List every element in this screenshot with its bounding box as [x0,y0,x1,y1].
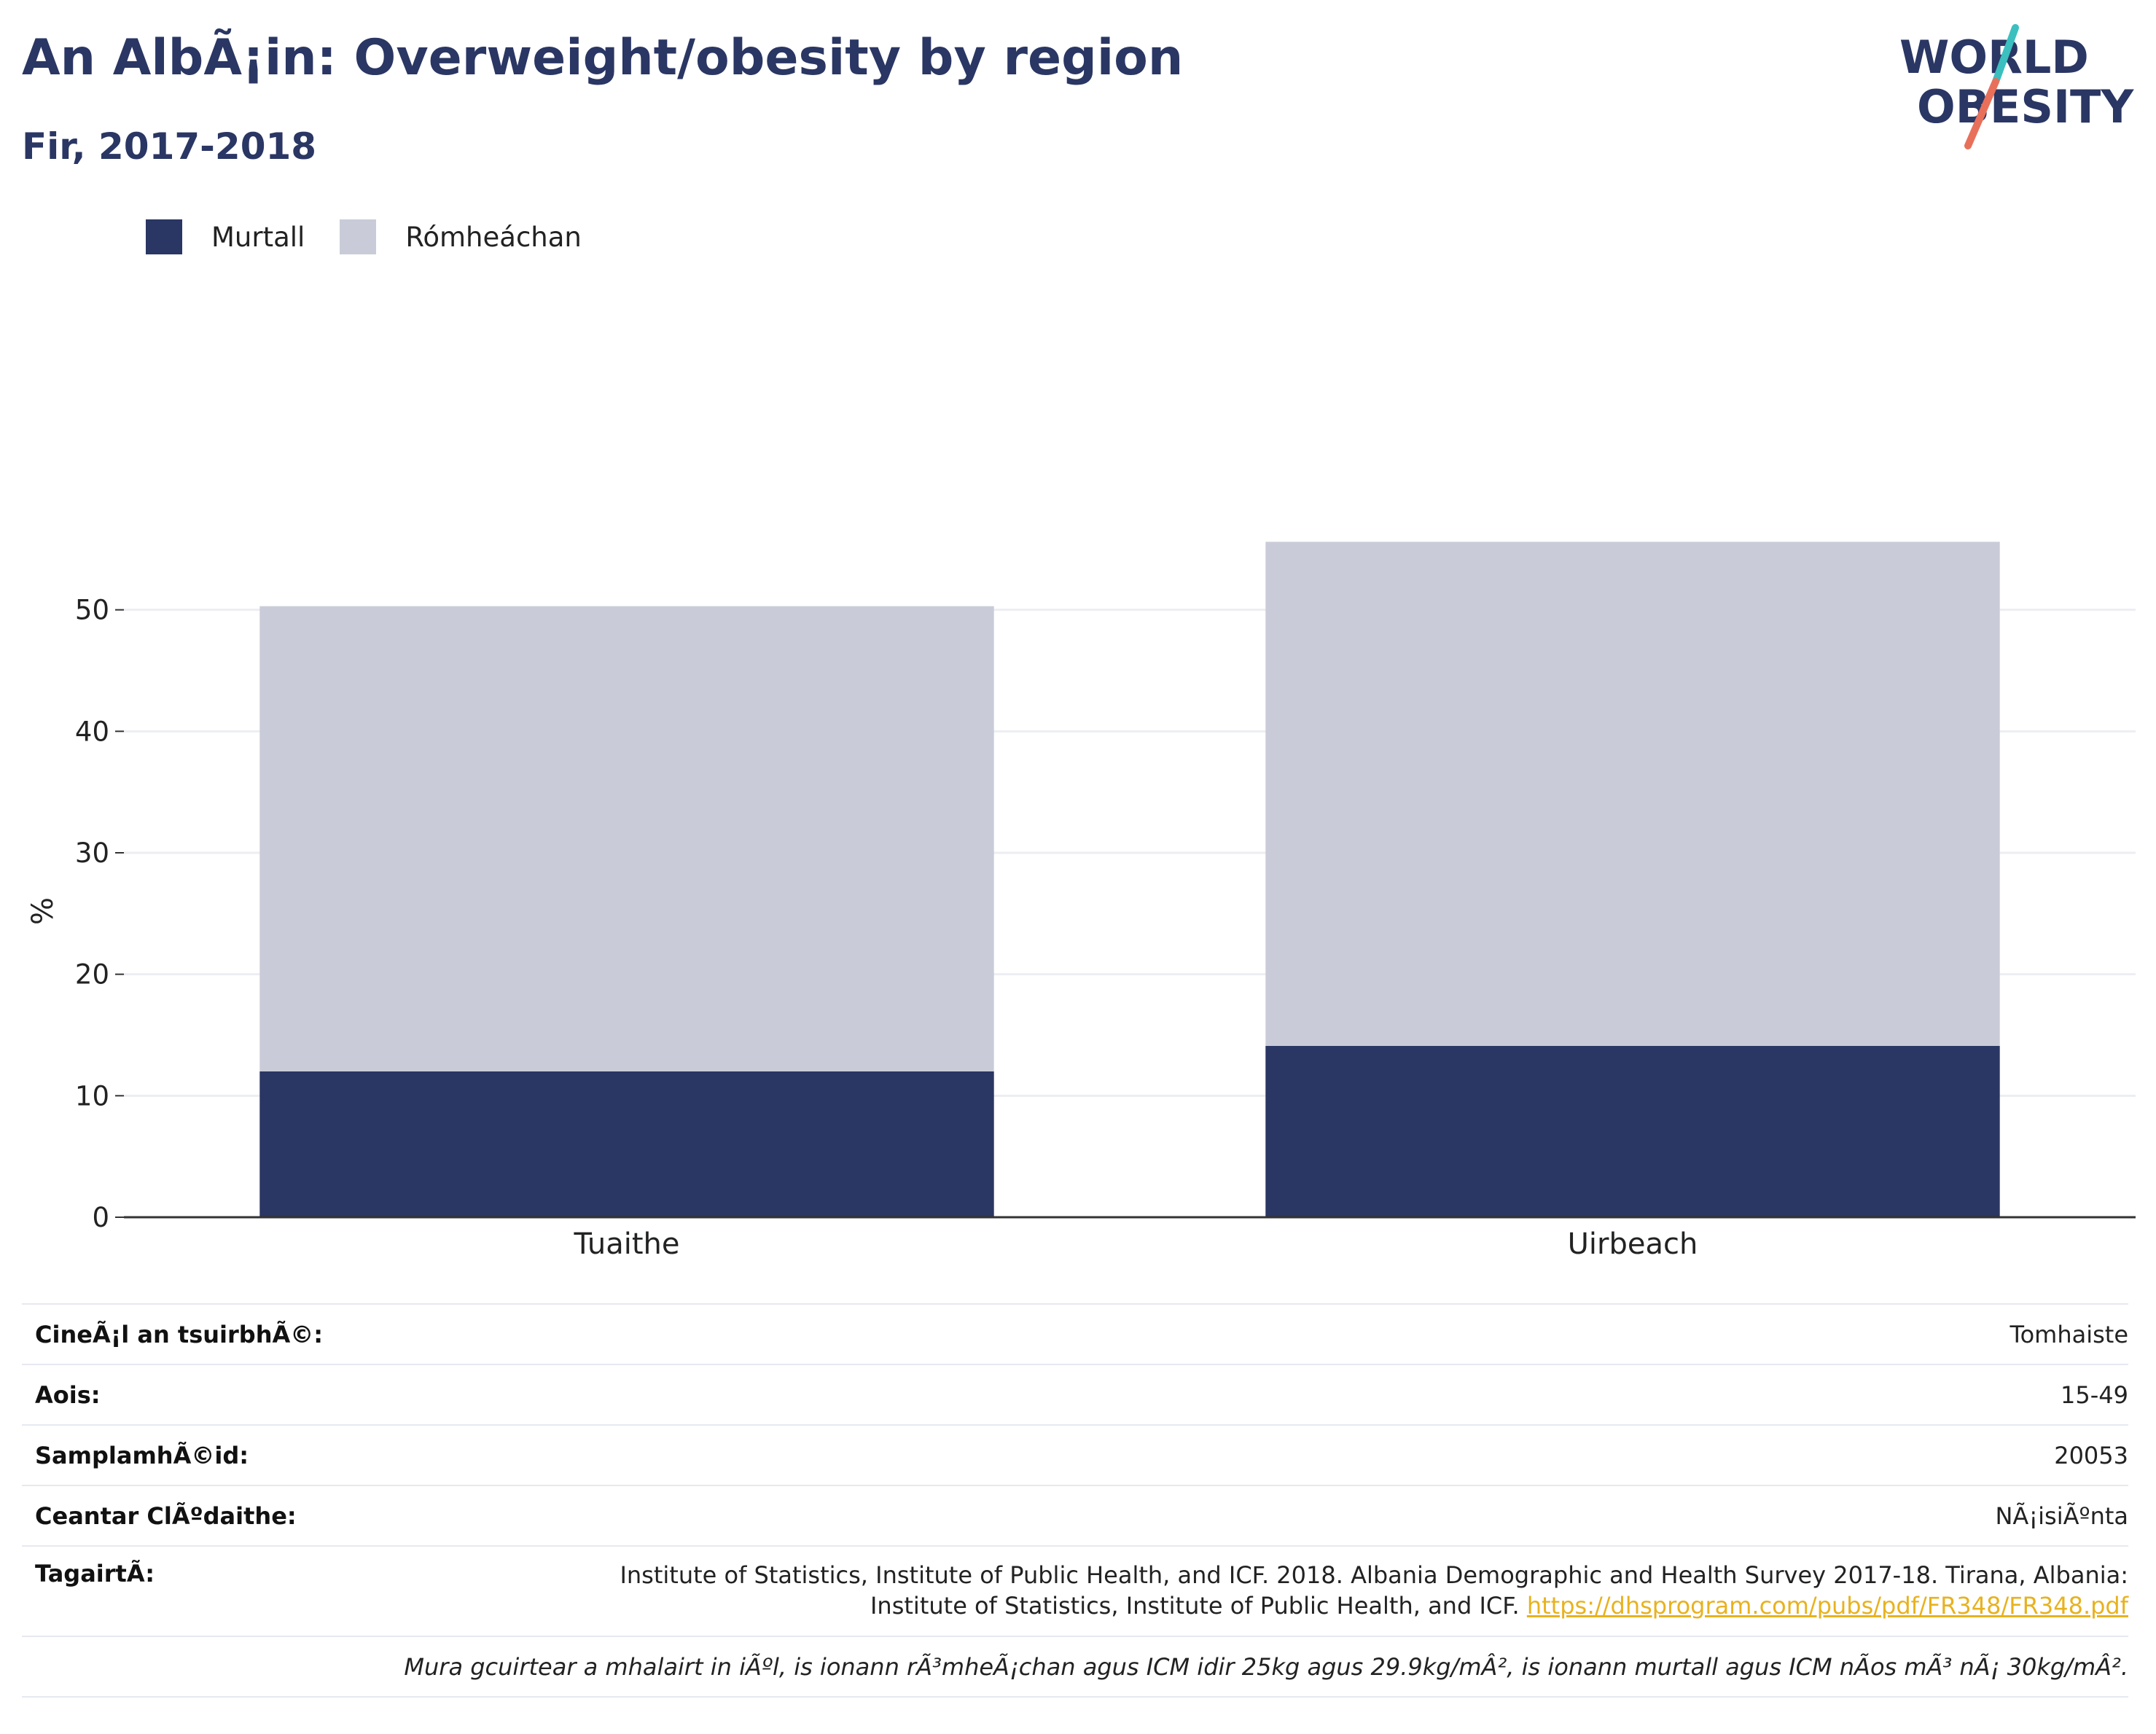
sample-size-label: SamplamhÃ©id: [35,1441,249,1469]
reference-line-2-text: Institute of Statistics, Institute of Pu… [870,1592,1520,1620]
survey-info-table: CineÃ¡l an tsuirbhÃ©: Tomhaiste Aois: 15… [22,1303,2128,1698]
x-tick-label-tuaithe: Tuaithe [574,1227,680,1261]
area-covered-row: Ceantar ClÃºdaithe: NÃ¡isiÃºnta [22,1485,2128,1545]
logo-word-world: WORLD [1899,31,2089,84]
y-tick-label-30: 30 [75,837,109,869]
legend-swatch-obese [146,219,182,254]
bar-tuaithe-overweight [259,606,994,1071]
reference-text: Institute of Statistics, Institute of Pu… [620,1560,2128,1621]
y-tick-label-50: 50 [75,595,109,626]
world-obesity-logo: WORLD OBESITY [1899,24,2134,149]
chart-title: An AlbÃ¡in: Overweight/obesity by region [22,29,1184,87]
age-label: Aois: [35,1380,101,1409]
note-row: Mura gcuirtear a mhalairt in iÃºl, is io… [22,1636,2128,1698]
legend-item-overweight[interactable]: Rómheáchan [340,219,582,254]
x-tick-label-uirbeach: Uirbeach [1568,1227,1698,1261]
reference-line-2: Institute of Statistics, Institute of Pu… [620,1590,2128,1621]
survey-type-value: Tomhaiste [2009,1320,2128,1348]
reference-row: TagairtÃ: Institute of Statistics, Insti… [22,1545,2128,1636]
area-covered-label: Ceantar ClÃºdaithe: [35,1501,297,1530]
survey-type-label: CineÃ¡l an tsuirbhÃ©: [35,1320,324,1348]
chart-legend: Murtall Rómheáchan [146,219,617,255]
bar-uirbeach-overweight [1265,542,2000,1046]
age-value: 15-49 [2061,1380,2128,1409]
reference-label: TagairtÃ: [35,1560,155,1587]
legend-label-obese: Murtall [211,221,305,253]
logo-slash-bottom [1964,78,1999,149]
reference-link[interactable]: https://dhsprogram.com/pubs/pdf/FR348/FR… [1526,1592,2128,1620]
survey-type-row: CineÃ¡l an tsuirbhÃ©: Tomhaiste [22,1303,2128,1364]
y-tick-label-10: 10 [75,1080,109,1112]
y-tick-label-0: 0 [92,1202,109,1233]
bar-tuaithe-obese [259,1071,994,1217]
age-row: Aois: 15-49 [22,1364,2128,1424]
reference-line-1: Institute of Statistics, Institute of Pu… [620,1561,2128,1589]
chart-subtitle: Fir, 2017-2018 [22,125,317,168]
bmi-definition-note: Mura gcuirtear a mhalairt in iÃºl, is io… [404,1652,2128,1681]
legend-label-overweight: Rómheáchan [405,221,582,253]
y-axis-label: % [26,897,60,925]
y-tick-label-40: 40 [75,716,109,747]
logo-word-obesity: OBESITY [1917,80,2134,133]
y-tick-label-20: 20 [75,959,109,991]
bar-uirbeach-obese [1265,1046,2000,1217]
logo-slash-top [1992,24,2019,85]
legend-item-obese[interactable]: Murtall [146,219,305,254]
area-covered-value: NÃ¡isiÃºnta [1995,1501,2128,1530]
sample-size-value: 20053 [2054,1441,2128,1469]
bar-chart: 0 10 20 30 40 50% Tuaithe Uirbeach [26,542,2136,1261]
sample-size-row: SamplamhÃ©id: 20053 [22,1424,2128,1485]
legend-swatch-overweight [340,219,377,254]
